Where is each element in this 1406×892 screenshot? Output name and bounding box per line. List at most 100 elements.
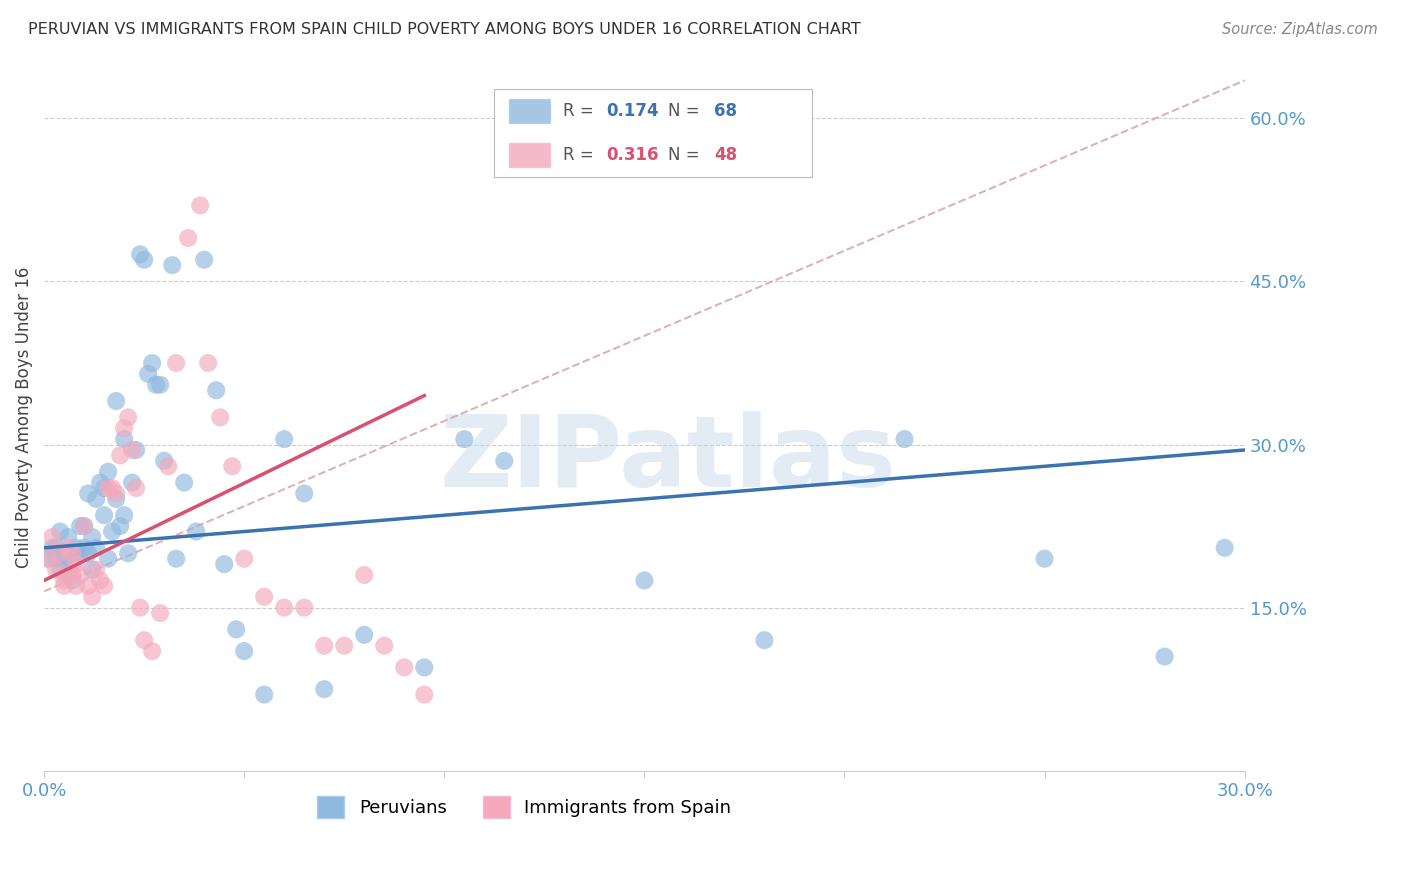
Point [121, 442, 143, 457]
FancyBboxPatch shape [509, 99, 550, 123]
Point [149, 606, 172, 620]
Point [49, 524, 72, 539]
Point [221, 459, 243, 474]
Point [49, 563, 72, 577]
Point [65, 546, 87, 560]
Point [153, 454, 176, 468]
Point [1153, 649, 1175, 664]
Point [754, 633, 776, 648]
Point [93, 508, 115, 523]
Point [89, 574, 111, 588]
Text: ZIPatlas: ZIPatlas [440, 411, 897, 508]
Point [253, 590, 276, 604]
Point [188, 198, 211, 212]
Point [141, 644, 163, 658]
Point [134, 633, 156, 648]
Point [56, 530, 79, 544]
Point [1213, 541, 1236, 555]
Point [105, 394, 128, 409]
Text: PERUVIAN VS IMMIGRANTS FROM SPAIN CHILD POVERTY AMONG BOYS UNDER 16 CORRELATION : PERUVIAN VS IMMIGRANTS FROM SPAIN CHILD … [28, 22, 860, 37]
Text: 48: 48 [714, 146, 737, 164]
Point [160, 258, 183, 272]
Point [633, 574, 655, 588]
Point [49, 546, 72, 560]
Point [173, 475, 195, 490]
Point [177, 231, 200, 245]
Point [37, 551, 59, 566]
Point [197, 356, 219, 370]
Point [205, 383, 228, 397]
Point [56, 568, 79, 582]
Point [60, 546, 83, 560]
Point [453, 432, 475, 446]
Text: Source: ZipAtlas.com: Source: ZipAtlas.com [1222, 22, 1378, 37]
Text: N =: N = [668, 102, 706, 120]
Point [77, 579, 100, 593]
Point [97, 465, 120, 479]
Point [157, 459, 180, 474]
Point [101, 481, 124, 495]
Point [193, 252, 215, 267]
Point [41, 530, 63, 544]
Point [97, 551, 120, 566]
Point [112, 421, 135, 435]
Point [65, 579, 87, 593]
Point [893, 432, 915, 446]
Point [82, 590, 104, 604]
Point [353, 628, 375, 642]
Point [65, 541, 87, 555]
Point [53, 546, 76, 560]
Point [209, 410, 232, 425]
Point [129, 247, 152, 261]
Point [494, 454, 516, 468]
Point [89, 475, 111, 490]
Point [45, 541, 67, 555]
FancyBboxPatch shape [509, 144, 550, 167]
Text: 0.174: 0.174 [606, 102, 658, 120]
FancyBboxPatch shape [495, 89, 813, 178]
Point [69, 568, 91, 582]
Text: 0.316: 0.316 [606, 146, 658, 164]
Point [65, 557, 87, 571]
Point [253, 688, 276, 702]
Point [56, 541, 79, 555]
Point [186, 524, 208, 539]
Point [373, 639, 395, 653]
Point [60, 546, 83, 560]
Point [105, 486, 128, 500]
Point [134, 252, 156, 267]
Point [117, 410, 139, 425]
Point [45, 551, 67, 566]
Point [413, 688, 436, 702]
Point [117, 546, 139, 560]
Point [233, 644, 256, 658]
Point [60, 568, 83, 582]
Point [136, 367, 159, 381]
Point [112, 508, 135, 523]
Point [108, 449, 131, 463]
Point [273, 600, 295, 615]
Point [273, 432, 295, 446]
Point [125, 481, 148, 495]
Point [69, 519, 91, 533]
Point [73, 541, 96, 555]
Point [212, 557, 235, 571]
Point [105, 491, 128, 506]
Point [233, 551, 256, 566]
Point [314, 639, 336, 653]
Point [108, 519, 131, 533]
Point [141, 356, 163, 370]
Point [41, 541, 63, 555]
Point [82, 563, 104, 577]
Point [73, 519, 96, 533]
Point [125, 442, 148, 457]
Point [77, 486, 100, 500]
Text: R =: R = [562, 102, 599, 120]
Point [77, 546, 100, 560]
Point [53, 574, 76, 588]
Point [1033, 551, 1056, 566]
Point [53, 551, 76, 566]
Point [45, 563, 67, 577]
Point [165, 356, 187, 370]
Point [60, 574, 83, 588]
